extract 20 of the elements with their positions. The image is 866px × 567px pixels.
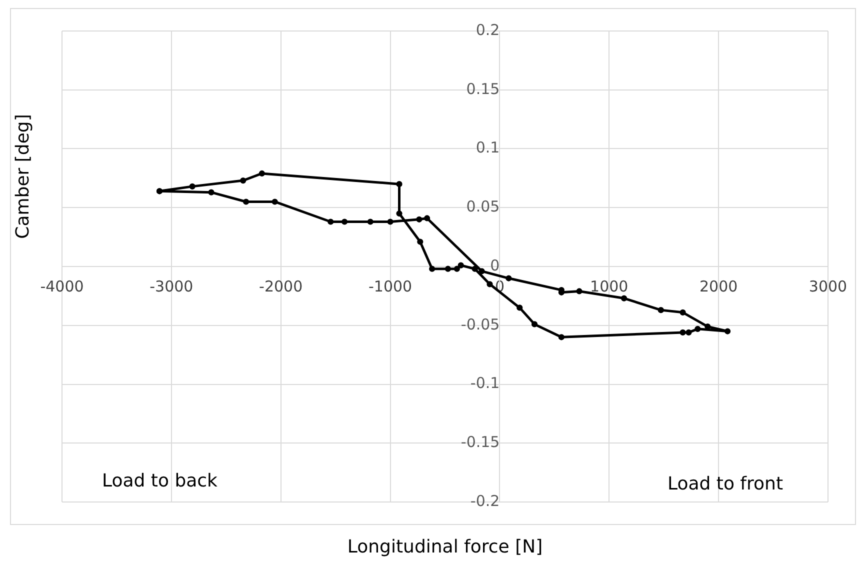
y-tick-label: 0.15 — [466, 80, 500, 98]
y-tick-label: -0.05 — [460, 315, 500, 334]
x-tick-label: -3000 — [150, 277, 194, 296]
annotation: Load to front — [667, 474, 783, 495]
x-tick-label: 1000 — [590, 277, 628, 296]
y-tick-label: -0.15 — [460, 433, 500, 452]
y-tick-label: -0.2 — [470, 492, 500, 510]
x-tick-label: 3000 — [808, 277, 848, 296]
y-tick-label: 0.2 — [476, 20, 500, 39]
y-axis-title: Camber [deg] — [12, 114, 34, 239]
y-tick-label: -0.1 — [470, 374, 500, 392]
annotation: Load to back — [102, 470, 218, 492]
y-tick-label: 0 — [490, 256, 500, 274]
x-tick-label: -1000 — [368, 277, 412, 296]
x-tick-label: -4000 — [40, 277, 84, 296]
x-axis-title: Longitudinal force [N] — [347, 536, 543, 558]
y-tick-label: 0.05 — [466, 198, 500, 216]
y-tick-label: 0.1 — [476, 138, 500, 157]
x-tick-label: -2000 — [259, 277, 303, 296]
x-tick-label: 2000 — [699, 277, 738, 296]
